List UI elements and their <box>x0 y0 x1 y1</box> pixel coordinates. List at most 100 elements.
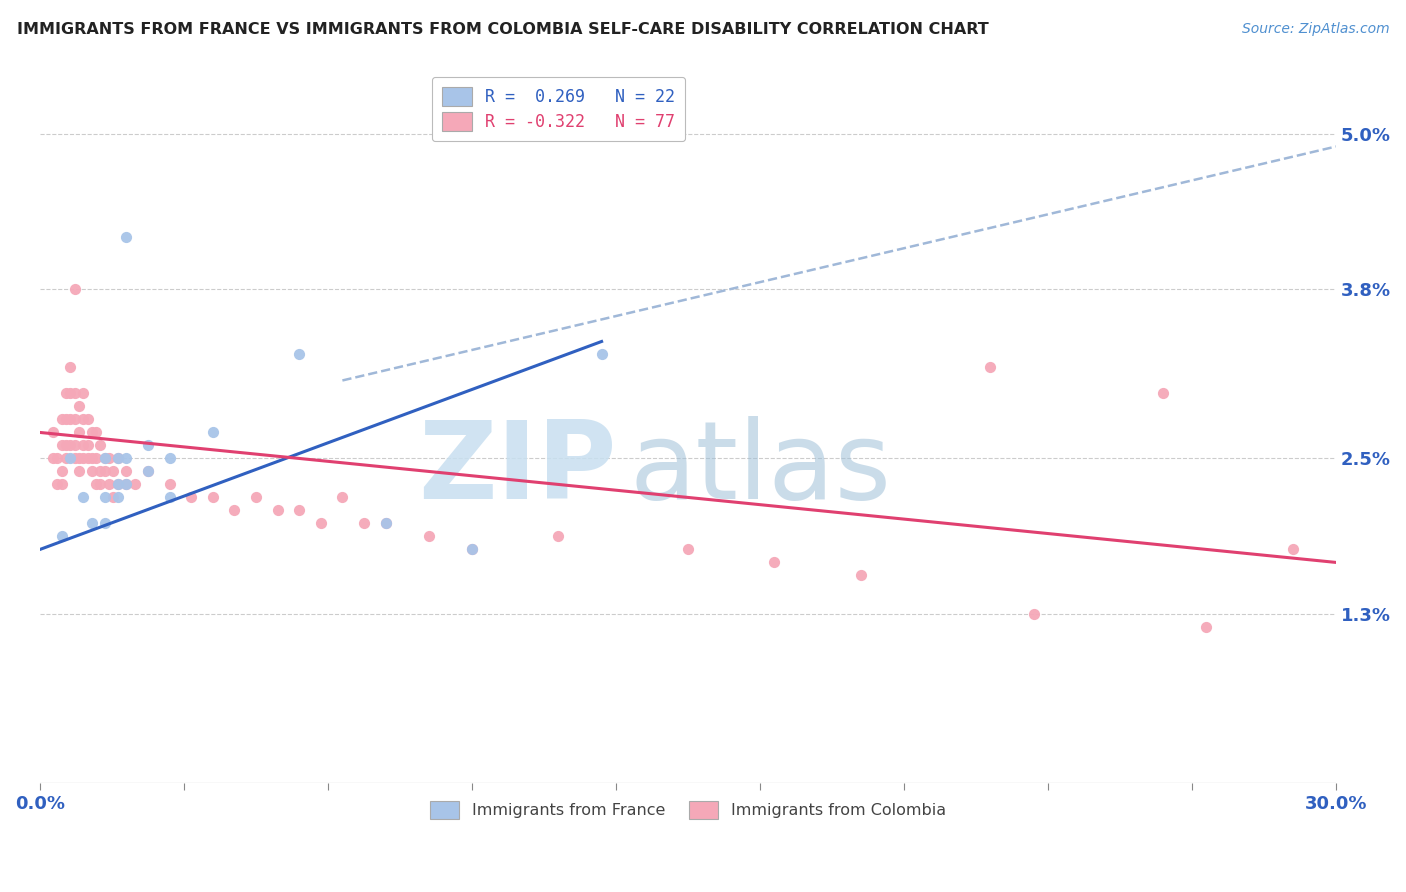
Point <box>979 360 1001 375</box>
Point <box>42 425 65 440</box>
Point <box>98 477 121 491</box>
Point <box>115 477 138 491</box>
Point <box>224 503 246 517</box>
Point <box>288 347 311 361</box>
Point <box>72 438 94 452</box>
Point <box>180 491 202 505</box>
Point <box>76 451 98 466</box>
Point <box>98 451 121 466</box>
Point <box>63 438 86 452</box>
Point <box>89 477 111 491</box>
Point <box>159 491 181 505</box>
Point <box>1022 607 1045 622</box>
Point <box>107 477 129 491</box>
Point <box>63 412 86 426</box>
Point <box>84 451 107 466</box>
Point <box>72 386 94 401</box>
Point <box>51 438 73 452</box>
Point <box>84 425 107 440</box>
Point <box>849 568 872 582</box>
Point <box>55 412 77 426</box>
Point <box>67 400 90 414</box>
Point <box>84 477 107 491</box>
Point <box>80 451 103 466</box>
Point <box>266 503 288 517</box>
Point <box>67 425 90 440</box>
Point <box>159 477 181 491</box>
Point <box>72 451 94 466</box>
Point <box>136 465 159 479</box>
Point <box>107 451 129 466</box>
Point <box>51 412 73 426</box>
Point <box>115 451 138 466</box>
Point <box>547 529 569 543</box>
Point <box>107 477 129 491</box>
Point <box>59 412 82 426</box>
Point <box>103 465 125 479</box>
Point <box>136 438 159 452</box>
Point <box>51 465 73 479</box>
Point <box>103 491 125 505</box>
Point <box>1281 542 1303 557</box>
Point <box>76 438 98 452</box>
Point <box>59 451 82 466</box>
Point <box>80 425 103 440</box>
Point <box>94 451 117 466</box>
Point <box>201 491 224 505</box>
Point <box>94 451 117 466</box>
Point <box>80 516 103 531</box>
Point <box>591 347 613 361</box>
Point <box>115 477 138 491</box>
Point <box>107 491 129 505</box>
Point <box>676 542 699 557</box>
Text: atlas: atlas <box>630 416 891 522</box>
Point <box>67 451 90 466</box>
Point <box>374 516 396 531</box>
Point <box>374 516 396 531</box>
Point <box>42 451 65 466</box>
Point <box>309 516 332 531</box>
Point <box>55 438 77 452</box>
Point <box>332 491 354 505</box>
Point <box>55 386 77 401</box>
Point <box>461 542 484 557</box>
Point <box>1152 386 1174 401</box>
Point <box>159 451 181 466</box>
Point <box>763 556 786 570</box>
Point <box>124 477 146 491</box>
Point <box>115 230 138 244</box>
Point <box>461 542 484 557</box>
Point <box>201 425 224 440</box>
Text: IMMIGRANTS FROM FRANCE VS IMMIGRANTS FROM COLOMBIA SELF-CARE DISABILITY CORRELAT: IMMIGRANTS FROM FRANCE VS IMMIGRANTS FRO… <box>17 22 988 37</box>
Point <box>1195 620 1218 634</box>
Point <box>76 412 98 426</box>
Point <box>72 412 94 426</box>
Point <box>59 438 82 452</box>
Point <box>107 451 129 466</box>
Point <box>51 529 73 543</box>
Legend: Immigrants from France, Immigrants from Colombia: Immigrants from France, Immigrants from … <box>423 794 952 825</box>
Point <box>72 491 94 505</box>
Point <box>59 360 82 375</box>
Point <box>46 477 69 491</box>
Point <box>94 516 117 531</box>
Point <box>136 465 159 479</box>
Point <box>67 465 90 479</box>
Point <box>245 491 267 505</box>
Text: ZIP: ZIP <box>418 416 617 522</box>
Point <box>89 465 111 479</box>
Point <box>63 451 86 466</box>
Point <box>115 465 138 479</box>
Point <box>89 438 111 452</box>
Point <box>94 491 117 505</box>
Point <box>46 451 69 466</box>
Point <box>418 529 440 543</box>
Point <box>59 386 82 401</box>
Point <box>51 477 73 491</box>
Point <box>63 386 86 401</box>
Point <box>80 465 103 479</box>
Point <box>63 283 86 297</box>
Text: Source: ZipAtlas.com: Source: ZipAtlas.com <box>1241 22 1389 37</box>
Point <box>353 516 375 531</box>
Point <box>55 451 77 466</box>
